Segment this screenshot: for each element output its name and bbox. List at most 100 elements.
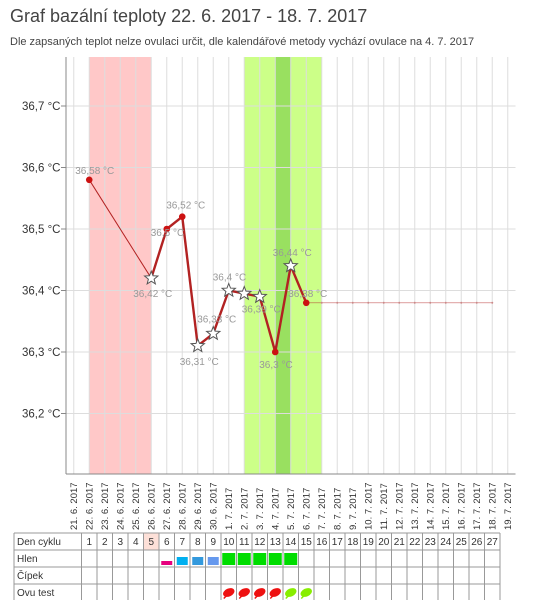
dot-marker: [178, 213, 186, 220]
x-date-label: 13. 7. 2017: [410, 482, 421, 530]
point-label: 36,42 °C: [133, 289, 172, 300]
star-marker: [236, 285, 253, 301]
point-label: 36,38 °C: [288, 289, 327, 300]
x-date-label: 5. 7. 2017: [286, 488, 297, 530]
cycle-day-number: 15: [301, 537, 313, 548]
y-tick-label: 36,2 °C: [22, 409, 60, 421]
x-date-label: 23. 6. 2017: [100, 482, 111, 530]
x-date-label: 24. 6. 2017: [115, 482, 126, 530]
x-date-label: 19. 7. 2017: [503, 482, 514, 530]
x-date-label: 12. 7. 2017: [394, 482, 405, 530]
projection-tick: [351, 301, 354, 304]
projection-tick: [320, 301, 323, 304]
cycle-day-number: 12: [254, 537, 266, 548]
x-date-label: 18. 7. 2017: [487, 482, 498, 530]
cycle-day-number: 22: [409, 537, 421, 548]
x-date-label: 28. 6. 2017: [177, 482, 188, 530]
hlen-marker: [161, 561, 173, 565]
x-date-label: 29. 6. 2017: [193, 482, 204, 530]
cycle-day-number: 26: [471, 537, 483, 548]
chart-subtitle: Dle zapsaných teplot nelze ovulaci určit…: [10, 36, 475, 48]
dot-marker: [302, 299, 310, 307]
cycle-day-number: 2: [102, 537, 108, 548]
projection-tick: [367, 301, 370, 304]
x-date-label: 22. 6. 2017: [84, 482, 95, 530]
x-date-label: 16. 7. 2017: [456, 482, 467, 530]
line-segment: [289, 265, 308, 304]
cycle-day-number: 16: [316, 537, 328, 548]
x-date-label: 11. 7. 2017: [379, 483, 390, 530]
x-date-label: 2. 7. 2017: [239, 488, 250, 530]
ovu-test-stem: [285, 595, 290, 599]
point-label: 36,31 °C: [180, 357, 219, 368]
hlen-marker: [176, 557, 188, 565]
table-row-label: Hlen: [17, 554, 38, 565]
hlen-marker: [284, 553, 298, 565]
projection-tick: [444, 301, 447, 304]
y-tick-label: 36,4 °C: [22, 286, 60, 298]
band-ovulation: [275, 57, 291, 474]
star-marker: [220, 282, 237, 298]
x-axis-dates: 21. 6. 2017 22. 6. 2017 23. 6. 2017 24. 6. …: [69, 482, 514, 530]
ovu-test-marker: [269, 588, 281, 597]
projection-tick: [336, 301, 339, 304]
cycle-day-number: 23: [425, 537, 437, 548]
x-date-label: 27. 6. 2017: [162, 482, 173, 530]
point-label: 36,5 °C: [151, 228, 184, 239]
point-label: 36,58 °C: [75, 166, 114, 177]
point-label: 36,39 °C: [242, 305, 281, 316]
cycle-day-highlight: [143, 533, 159, 550]
hlen-marker: [222, 553, 236, 565]
hlen-marker: [268, 553, 282, 565]
ovu-test-stem: [254, 595, 259, 599]
cycle-day-number: 25: [456, 537, 468, 548]
point-label: 36,44 °C: [273, 248, 312, 259]
chart-title: Graf bazální teploty 22. 6. 2017 - 18. 7…: [10, 6, 368, 26]
cycle-day-number: 19: [363, 537, 375, 548]
dot-marker: [85, 176, 93, 184]
cycle-day-number: 6: [164, 537, 170, 548]
cycle-day-number: 20: [378, 537, 390, 548]
hlen-marker: [207, 557, 219, 565]
temperature-markers: [85, 176, 310, 356]
y-tick-label: 36,3 °C: [22, 347, 60, 359]
y-tick-label: 36,7 °C: [22, 101, 60, 113]
projection-tick: [491, 301, 494, 304]
ovu-test-marker: [285, 588, 297, 597]
cycle-day-number: 24: [440, 537, 452, 548]
cycle-day-number: 9: [210, 537, 216, 548]
cycle-day-number: 18: [347, 537, 359, 548]
cycle-day-number: 27: [487, 537, 499, 548]
x-date-label: 7. 7. 2017: [317, 488, 328, 530]
cycle-day-number: 11: [239, 537, 250, 548]
cycle-day-number: 4: [133, 537, 139, 548]
hlen-marker: [237, 553, 251, 565]
x-date-label: 14. 7. 2017: [425, 482, 436, 530]
grid: [65, 57, 516, 475]
x-date-label: 26. 6. 2017: [146, 482, 157, 530]
line-segment: [274, 265, 292, 353]
line-segment: [150, 228, 168, 279]
point-label: 36,52 °C: [166, 201, 205, 212]
star-marker: [251, 288, 268, 304]
cycle-day-number: 13: [270, 537, 282, 548]
star-marker: [205, 325, 222, 341]
projection-tick: [429, 301, 432, 304]
star-marker: [189, 337, 206, 353]
cycle-day-number: 7: [179, 537, 185, 548]
x-date-label: 6. 7. 2017: [301, 488, 312, 530]
x-date-label: 1. 7. 2017: [224, 488, 235, 530]
y-tick-label: 36,6 °C: [22, 163, 60, 175]
projection-tick: [382, 301, 385, 304]
cycle-day-number: 17: [332, 537, 344, 548]
star-marker: [282, 257, 299, 273]
ovu-test-marker: [254, 588, 266, 597]
projection-tick: [475, 301, 478, 304]
ovu-test-marker: [300, 588, 312, 597]
projection-tick: [460, 301, 463, 304]
cycle-day-number: 3: [117, 537, 123, 548]
projection-tick: [398, 301, 401, 304]
line-segment: [181, 216, 199, 346]
